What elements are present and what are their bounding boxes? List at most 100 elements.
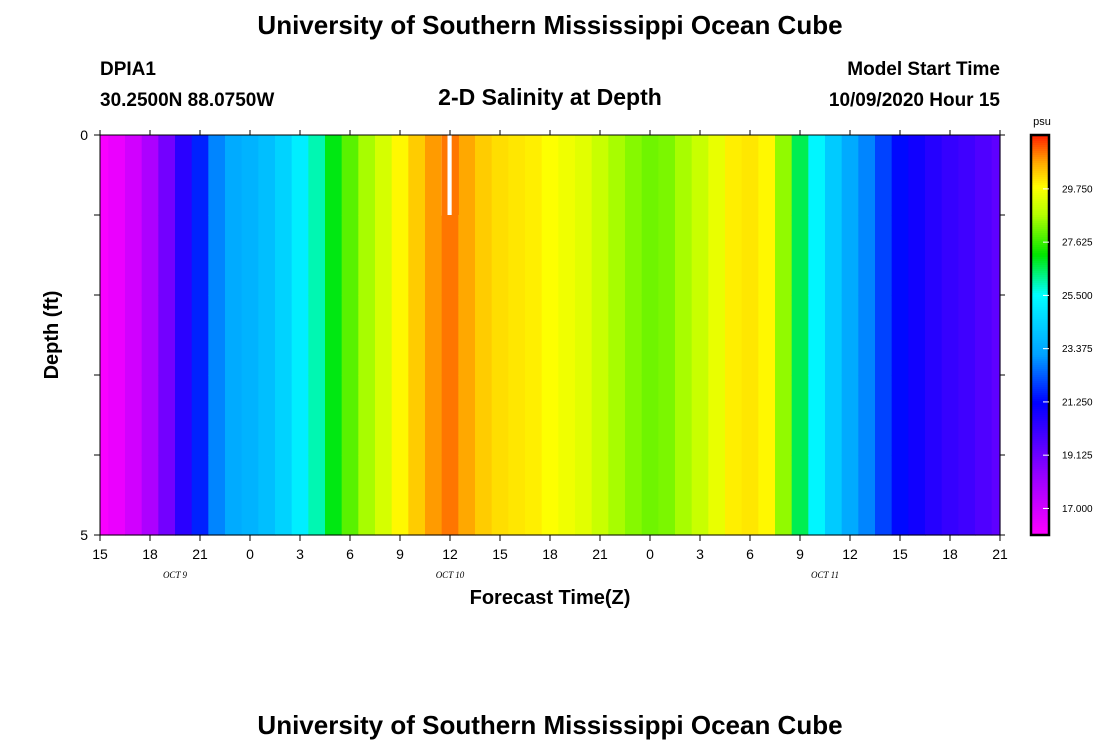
colorbar-swatch xyxy=(1031,207,1049,210)
heatmap-cell xyxy=(925,215,943,296)
colorbar-swatch xyxy=(1031,217,1049,220)
heatmap-cell xyxy=(741,295,759,376)
heatmap-cell xyxy=(408,455,426,536)
heatmap-cell xyxy=(541,295,559,376)
heatmap-cell xyxy=(991,295,1001,376)
heatmap-cell xyxy=(958,135,976,216)
heatmap-cell xyxy=(708,375,726,456)
heatmap-cell xyxy=(141,135,159,216)
colorbar-swatch xyxy=(1031,289,1049,292)
y-axis: 05 xyxy=(80,127,1005,543)
colorbar-swatch xyxy=(1031,341,1049,344)
heatmap-cell xyxy=(858,215,876,296)
heatmap-cell xyxy=(658,215,676,296)
colorbar-swatch xyxy=(1031,243,1049,246)
heatmap-cell xyxy=(191,135,209,216)
heatmap-cell xyxy=(375,135,393,216)
colorbar-swatch xyxy=(1031,317,1049,320)
date-label: OCT 9 xyxy=(163,570,188,580)
colorbar-swatch xyxy=(1031,397,1049,400)
heatmap-cell xyxy=(341,375,359,456)
colorbar-swatch xyxy=(1031,265,1049,268)
heatmap-cell xyxy=(375,215,393,296)
heatmap-cell xyxy=(141,375,159,456)
colorbar-swatch xyxy=(1031,313,1049,316)
colorbar-swatch xyxy=(1031,349,1049,352)
heatmap-cell xyxy=(958,375,976,456)
heatmap-cell xyxy=(241,295,259,376)
heatmap-cell xyxy=(358,215,376,296)
heatmap-cell xyxy=(125,375,143,456)
heatmap-plot xyxy=(100,135,1001,536)
heatmap-cell xyxy=(691,375,709,456)
colorbar-tick-label: 29.750 xyxy=(1062,184,1093,195)
colorbar-swatch xyxy=(1031,471,1049,474)
colorbar-swatch xyxy=(1031,209,1049,212)
heatmap-cell xyxy=(291,295,309,376)
heatmap-cell xyxy=(891,375,909,456)
heatmap-cell xyxy=(758,375,776,456)
colorbar-swatch xyxy=(1031,365,1049,368)
x-tick-label: 18 xyxy=(542,546,558,562)
heatmap-cell xyxy=(575,375,593,456)
heatmap-cell xyxy=(441,375,459,456)
heatmap-cell xyxy=(725,295,743,376)
heatmap-cell xyxy=(825,295,843,376)
x-tick-label: 3 xyxy=(296,546,304,562)
heatmap-cell xyxy=(225,295,243,376)
heatmap-cell xyxy=(625,295,643,376)
colorbar-tick-label: 27.625 xyxy=(1062,238,1093,249)
colorbar-swatch xyxy=(1031,177,1049,180)
heatmap-cell xyxy=(891,295,909,376)
colorbar-swatch xyxy=(1031,285,1049,288)
heatmap-cell xyxy=(775,215,793,296)
colorbar-swatch xyxy=(1031,377,1049,380)
colorbar-swatch xyxy=(1031,279,1049,282)
heatmap-cell xyxy=(241,135,259,216)
heatmap-cell xyxy=(775,375,793,456)
colorbar-frame xyxy=(1029,133,1051,537)
colorbar-swatch xyxy=(1031,169,1049,172)
colorbar-swatch xyxy=(1031,427,1049,430)
colorbar-tick-label: 21.250 xyxy=(1062,397,1093,408)
colorbar-swatch xyxy=(1031,233,1049,236)
heatmap-cell xyxy=(858,135,876,216)
heatmap-cell xyxy=(691,295,709,376)
colorbar-swatch xyxy=(1031,509,1049,512)
colorbar-swatch xyxy=(1031,469,1049,472)
colorbar-swatch xyxy=(1031,429,1049,432)
heatmap-cell xyxy=(941,295,959,376)
heatmap-cell xyxy=(191,455,209,536)
heatmap-cell xyxy=(308,455,326,536)
y-tick-label: 0 xyxy=(80,127,88,143)
heatmap-cell xyxy=(758,135,776,216)
heatmap-cell xyxy=(425,295,443,376)
heatmap-cell xyxy=(100,295,109,376)
x-tick-label: 0 xyxy=(646,546,654,562)
colorbar-swatch xyxy=(1031,393,1049,396)
heatmap-cell xyxy=(208,295,226,376)
heatmap-cell xyxy=(841,135,859,216)
heatmap-cell xyxy=(658,135,676,216)
heatmap-cell xyxy=(641,215,659,296)
heatmap-cell xyxy=(708,295,726,376)
heatmap-cell xyxy=(191,375,209,456)
colorbar-swatch xyxy=(1031,407,1049,410)
heatmap-cell xyxy=(325,135,343,216)
heatmap-cell xyxy=(758,455,776,536)
heatmap-cell xyxy=(658,295,676,376)
heatmap-cell xyxy=(675,375,693,456)
colorbar-swatch xyxy=(1031,253,1049,256)
heatmap-cell xyxy=(541,375,559,456)
heatmap-cell xyxy=(258,135,276,216)
colorbar-swatch xyxy=(1031,203,1049,206)
page-title: University of Southern Mississippi Ocean… xyxy=(257,10,842,40)
heatmap-cell xyxy=(391,455,409,536)
heatmap-cell xyxy=(508,455,526,536)
colorbar-swatch xyxy=(1031,307,1049,310)
x-tick-label: 15 xyxy=(492,546,508,562)
heatmap-cell xyxy=(308,375,326,456)
colorbar-swatch xyxy=(1031,491,1049,494)
colorbar-swatch xyxy=(1031,211,1049,214)
heatmap-cell xyxy=(108,295,126,376)
